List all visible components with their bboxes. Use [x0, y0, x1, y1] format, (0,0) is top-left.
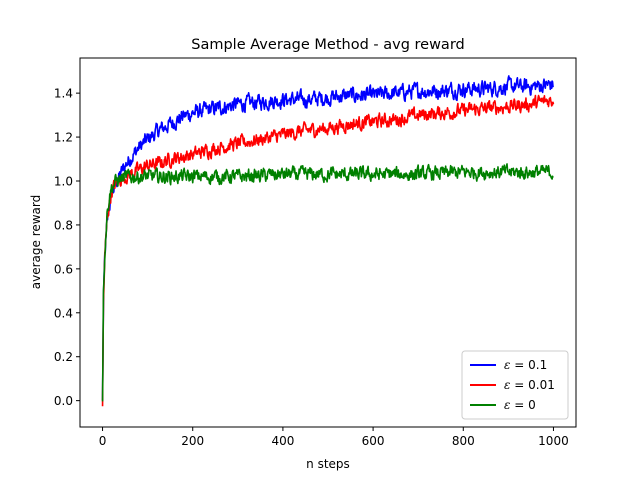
y-tick-label: 0.6: [54, 262, 73, 276]
x-axis-label: n steps: [306, 457, 350, 471]
plot-area: [101, 75, 555, 407]
chart-title: Sample Average Method - avg reward: [191, 37, 464, 53]
x-tick-label: 0: [99, 434, 107, 448]
axes: 0 200 400 600 800 1000 0.0 0.2 0.4 0.6 0.8 1.0 1.2 1.…: [54, 57, 577, 448]
y-tick-label: 0.0: [54, 394, 73, 408]
x-tick-label: 400: [271, 434, 294, 448]
x-tick-label: 600: [362, 434, 385, 448]
y-tick-label: 1.0: [54, 175, 73, 189]
y-tick-label: 0.2: [54, 350, 73, 364]
axes-frame: [79, 57, 577, 428]
y-tick-label: 1.2: [54, 131, 73, 145]
x-tick-label: 200: [181, 434, 204, 448]
series-line-2: [101, 163, 554, 402]
series-line-0: [101, 75, 555, 401]
x-tick-label: 800: [452, 434, 475, 448]
y-tick-label: 0.8: [54, 218, 73, 232]
series-line-1: [101, 94, 555, 407]
legend-box: [461, 350, 569, 420]
legend: ε = 0.1 ε = 0.01 ε = 0: [461, 350, 569, 420]
legend-label: ε = 0.1: [504, 358, 547, 372]
y-tick-label: 0.4: [54, 306, 73, 320]
legend-label: ε = 0.01: [504, 378, 555, 392]
x-tick-label: 1000: [538, 434, 569, 448]
y-tick-label: 1.4: [54, 87, 73, 101]
legend-label: ε = 0: [504, 398, 536, 412]
y-axis-label: average reward: [29, 195, 43, 290]
